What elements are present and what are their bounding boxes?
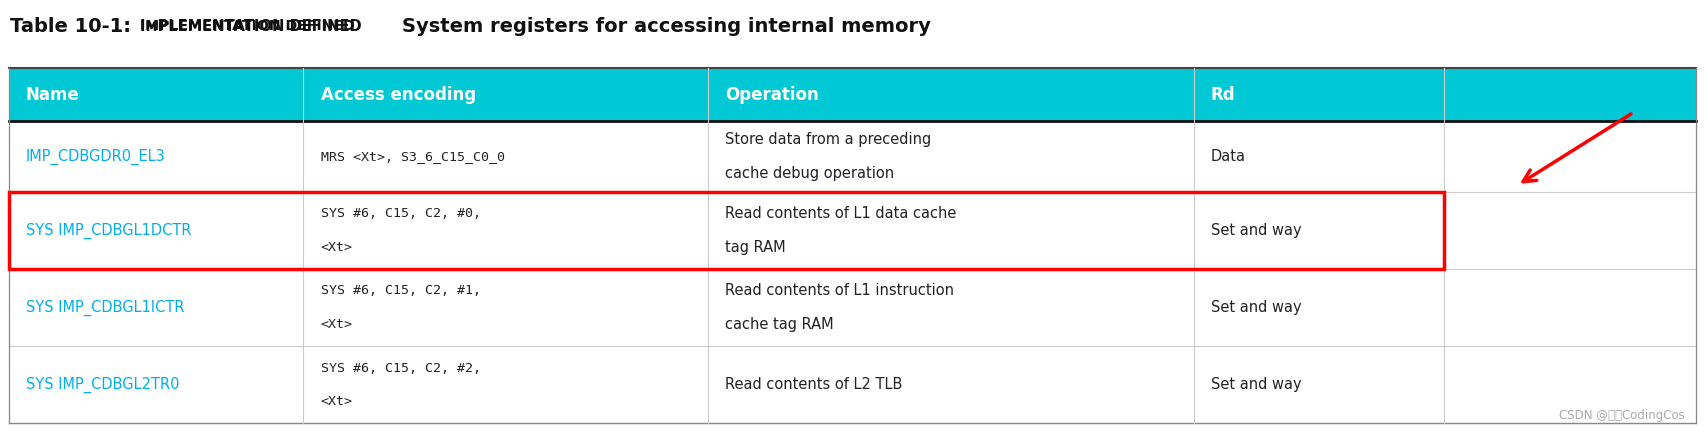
Bar: [9, 121, 1696, 192]
Bar: [9, 192, 1696, 269]
Text: Set and way: Set and way: [1211, 377, 1301, 392]
Text: IMPLEMENTATION DEFINED: IMPLEMENTATION DEFINED: [140, 19, 360, 34]
Text: SYS IMP_CDBGL1DCTR: SYS IMP_CDBGL1DCTR: [26, 222, 191, 239]
Text: SYS IMP_CDBGL1ICTR: SYS IMP_CDBGL1ICTR: [26, 299, 184, 316]
Text: SYS #6, C15, C2, #1,: SYS #6, C15, C2, #1,: [321, 284, 481, 297]
Text: Table 10-1:: Table 10-1:: [10, 17, 138, 36]
Text: cache tag RAM: cache tag RAM: [725, 317, 834, 332]
Text: System registers for accessing internal memory: System registers for accessing internal …: [402, 17, 931, 36]
Text: MRS <Xt>, S3_6_C15_C0_0: MRS <Xt>, S3_6_C15_C0_0: [321, 150, 505, 163]
Text: Access encoding: Access encoding: [321, 86, 476, 104]
Text: <Xt>: <Xt>: [321, 395, 353, 408]
FancyArrowPatch shape: [1523, 114, 1632, 182]
Bar: [9, 346, 1696, 423]
Text: SYS #6, C15, C2, #2,: SYS #6, C15, C2, #2,: [321, 362, 481, 374]
Text: Read contents of L2 TLB: Read contents of L2 TLB: [725, 377, 902, 392]
Text: Set and way: Set and way: [1211, 223, 1301, 238]
Text: Store data from a preceding: Store data from a preceding: [725, 132, 931, 147]
Text: SYS #6, C15, C2, #0,: SYS #6, C15, C2, #0,: [321, 207, 481, 220]
Text: Read contents of L1 instruction: Read contents of L1 instruction: [725, 283, 953, 299]
Text: Rd: Rd: [1211, 86, 1234, 104]
Text: Name: Name: [26, 86, 80, 104]
Bar: [9, 68, 1696, 121]
Text: IMP_CDBGDR0_EL3: IMP_CDBGDR0_EL3: [26, 149, 165, 164]
Bar: [9, 269, 1696, 346]
Text: Data: Data: [1211, 149, 1246, 164]
Text: Read contents of L1 data cache: Read contents of L1 data cache: [725, 206, 957, 221]
Text: SYS IMP_CDBGL2TR0: SYS IMP_CDBGL2TR0: [26, 377, 179, 393]
Text: <Xt>: <Xt>: [321, 241, 353, 254]
Bar: [9, 192, 1444, 269]
Text: IᴍPLEMENTATION DEFINED: IᴍPLEMENTATION DEFINED: [140, 19, 367, 34]
Text: cache debug operation: cache debug operation: [725, 166, 893, 181]
Text: <Xt>: <Xt>: [321, 318, 353, 331]
Text: Operation: Operation: [725, 86, 818, 104]
Text: tag RAM: tag RAM: [725, 239, 786, 255]
Text: CSDN @主公CodingCos: CSDN @主公CodingCos: [1558, 409, 1685, 422]
Text: Set and way: Set and way: [1211, 300, 1301, 315]
